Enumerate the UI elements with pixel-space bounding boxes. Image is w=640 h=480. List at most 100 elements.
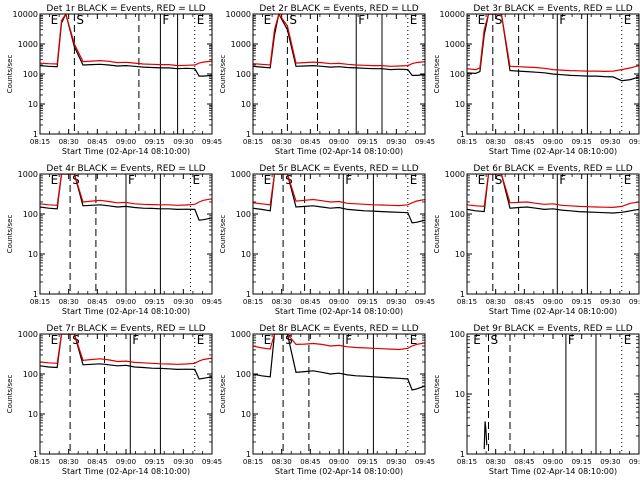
series-group	[40, 14, 212, 77]
plot-frame	[39, 173, 213, 295]
x-tick-label: 09:00	[543, 138, 563, 146]
x-tick-label: 09:30	[173, 138, 193, 146]
marker-label: E	[478, 13, 486, 27]
series-line-lld	[467, 174, 639, 209]
x-tick-label: 09:30	[386, 298, 406, 306]
x-tick-label: 09:45	[415, 138, 435, 146]
y-tick-label: 1	[246, 290, 251, 299]
y-tick-label: 10	[241, 100, 251, 109]
y-tick-label: 1000	[18, 40, 38, 49]
x-axis-label: Start Time (02-Apr-14 08:10:00)	[62, 467, 190, 476]
y-axis-label: Counts/sec	[433, 55, 441, 94]
x-axis-label: Start Time (02-Apr-14 08:10:00)	[275, 147, 403, 156]
x-tick-label: 08:45	[87, 298, 107, 306]
y-tick-label: 100	[236, 210, 251, 219]
x-tick-label: 08:30	[486, 298, 506, 306]
x-tick-label: 09:00	[116, 138, 136, 146]
series-line-lld	[40, 334, 212, 365]
series-line-lld	[467, 14, 639, 73]
x-tick-label: 09:15	[572, 298, 592, 306]
x-tick-label: 08:30	[59, 138, 79, 146]
x-tick-label: 08:15	[457, 138, 477, 146]
x-tick-label: 08:15	[457, 298, 477, 306]
x-tick-label: 09:45	[629, 138, 640, 146]
x-tick-label: 08:45	[514, 458, 534, 466]
y-tick-label: 1	[33, 450, 38, 459]
y-tick-label: 10	[241, 410, 251, 419]
x-axis-label: Start Time (02-Apr-14 08:10:00)	[62, 307, 190, 316]
plot-frame	[39, 13, 213, 135]
plot-frame	[39, 333, 213, 455]
marker-label: F	[358, 13, 365, 27]
plot-det-7: Det 7r BLACK = Events, RED = LLD Counts/s…	[6, 324, 222, 476]
marker-label: E	[473, 333, 481, 347]
marker-label: S	[289, 13, 297, 27]
y-tick-label: 100	[236, 70, 251, 79]
x-tick-label: 09:15	[358, 298, 378, 306]
series-line-lld	[40, 14, 212, 67]
series-group	[483, 421, 488, 450]
x-tick-label: 09:15	[145, 138, 165, 146]
plot-frame	[252, 333, 426, 455]
marker-label: E	[410, 333, 418, 347]
y-axis-label: Counts/sec	[6, 215, 14, 254]
y-axis-label: Counts/sec	[433, 215, 441, 254]
y-tick-label: 100	[450, 70, 465, 79]
series-line-lld	[253, 174, 425, 207]
x-tick-label: 08:30	[486, 138, 506, 146]
y-tick-label: 100	[23, 370, 38, 379]
x-tick-label: 08:30	[59, 458, 79, 466]
marker-label: S	[495, 13, 503, 27]
marker-label: F	[345, 333, 352, 347]
series-group	[253, 14, 425, 77]
x-tick-label: 09:00	[329, 138, 349, 146]
x-tick-label: 09:15	[145, 458, 165, 466]
plot-title: Det 7r BLACK = Events, RED = LLD	[46, 324, 205, 334]
x-tick-label: 08:45	[300, 138, 320, 146]
y-axis-label: Counts/sec	[6, 55, 14, 94]
plot-det-6: Det 6r BLACK = Events, RED = LLD Counts/s…	[433, 164, 640, 316]
y-tick-label: 10000	[226, 10, 251, 19]
x-tick-label: 09:45	[629, 458, 640, 466]
marker-label: E	[624, 333, 632, 347]
marker-label: F	[132, 333, 139, 347]
series-line-lld	[40, 174, 212, 206]
series-line-lld	[253, 14, 425, 67]
marker-label: E	[264, 333, 272, 347]
y-tick-label: 1	[33, 130, 38, 139]
x-axis-label: Start Time (02-Apr-14 08:10:00)	[275, 307, 403, 316]
y-tick-label: 10000	[440, 10, 465, 19]
series-group	[467, 174, 639, 214]
plot-det-4: Det 4r BLACK = Events, RED = LLD Counts/s…	[6, 164, 222, 316]
plot-title: Det 8r BLACK = Events, RED = LLD	[259, 324, 418, 334]
plot-title: Det 9r BLACK = Events, RED = LLD	[473, 324, 632, 334]
series-group	[253, 334, 425, 391]
x-axis-label: Start Time (02-Apr-14 08:10:00)	[62, 147, 190, 156]
series-line-lld	[253, 334, 425, 351]
x-tick-label: 09:30	[600, 298, 620, 306]
x-tick-label: 08:15	[243, 138, 263, 146]
x-tick-label: 09:15	[572, 458, 592, 466]
y-tick-label: 1000	[18, 170, 38, 179]
x-tick-label: 09:00	[116, 298, 136, 306]
x-tick-label: 08:15	[243, 458, 263, 466]
marker-label: E	[410, 13, 418, 27]
plot-frame	[252, 13, 426, 135]
y-tick-label: 10000	[13, 10, 38, 19]
x-tick-label: 09:30	[173, 458, 193, 466]
y-tick-label: 10	[28, 410, 38, 419]
series-line-events	[467, 174, 639, 214]
plot-det-2: Det 2r BLACK = Events, RED = LLD Counts/s…	[219, 4, 435, 156]
marker-label: E	[478, 173, 486, 187]
marker-label: E	[193, 173, 201, 187]
x-tick-label: 08:15	[457, 458, 477, 466]
marker-label: E	[51, 13, 59, 27]
marker-label: F	[345, 173, 352, 187]
x-tick-label: 08:15	[243, 298, 263, 306]
marker-label: E	[51, 333, 59, 347]
plot-frame	[466, 173, 640, 295]
plot-title: Det 3r BLACK = Events, RED = LLD	[473, 4, 632, 14]
y-tick-label: 1000	[445, 170, 465, 179]
marker-label: F	[559, 13, 566, 27]
x-tick-label: 09:30	[386, 458, 406, 466]
